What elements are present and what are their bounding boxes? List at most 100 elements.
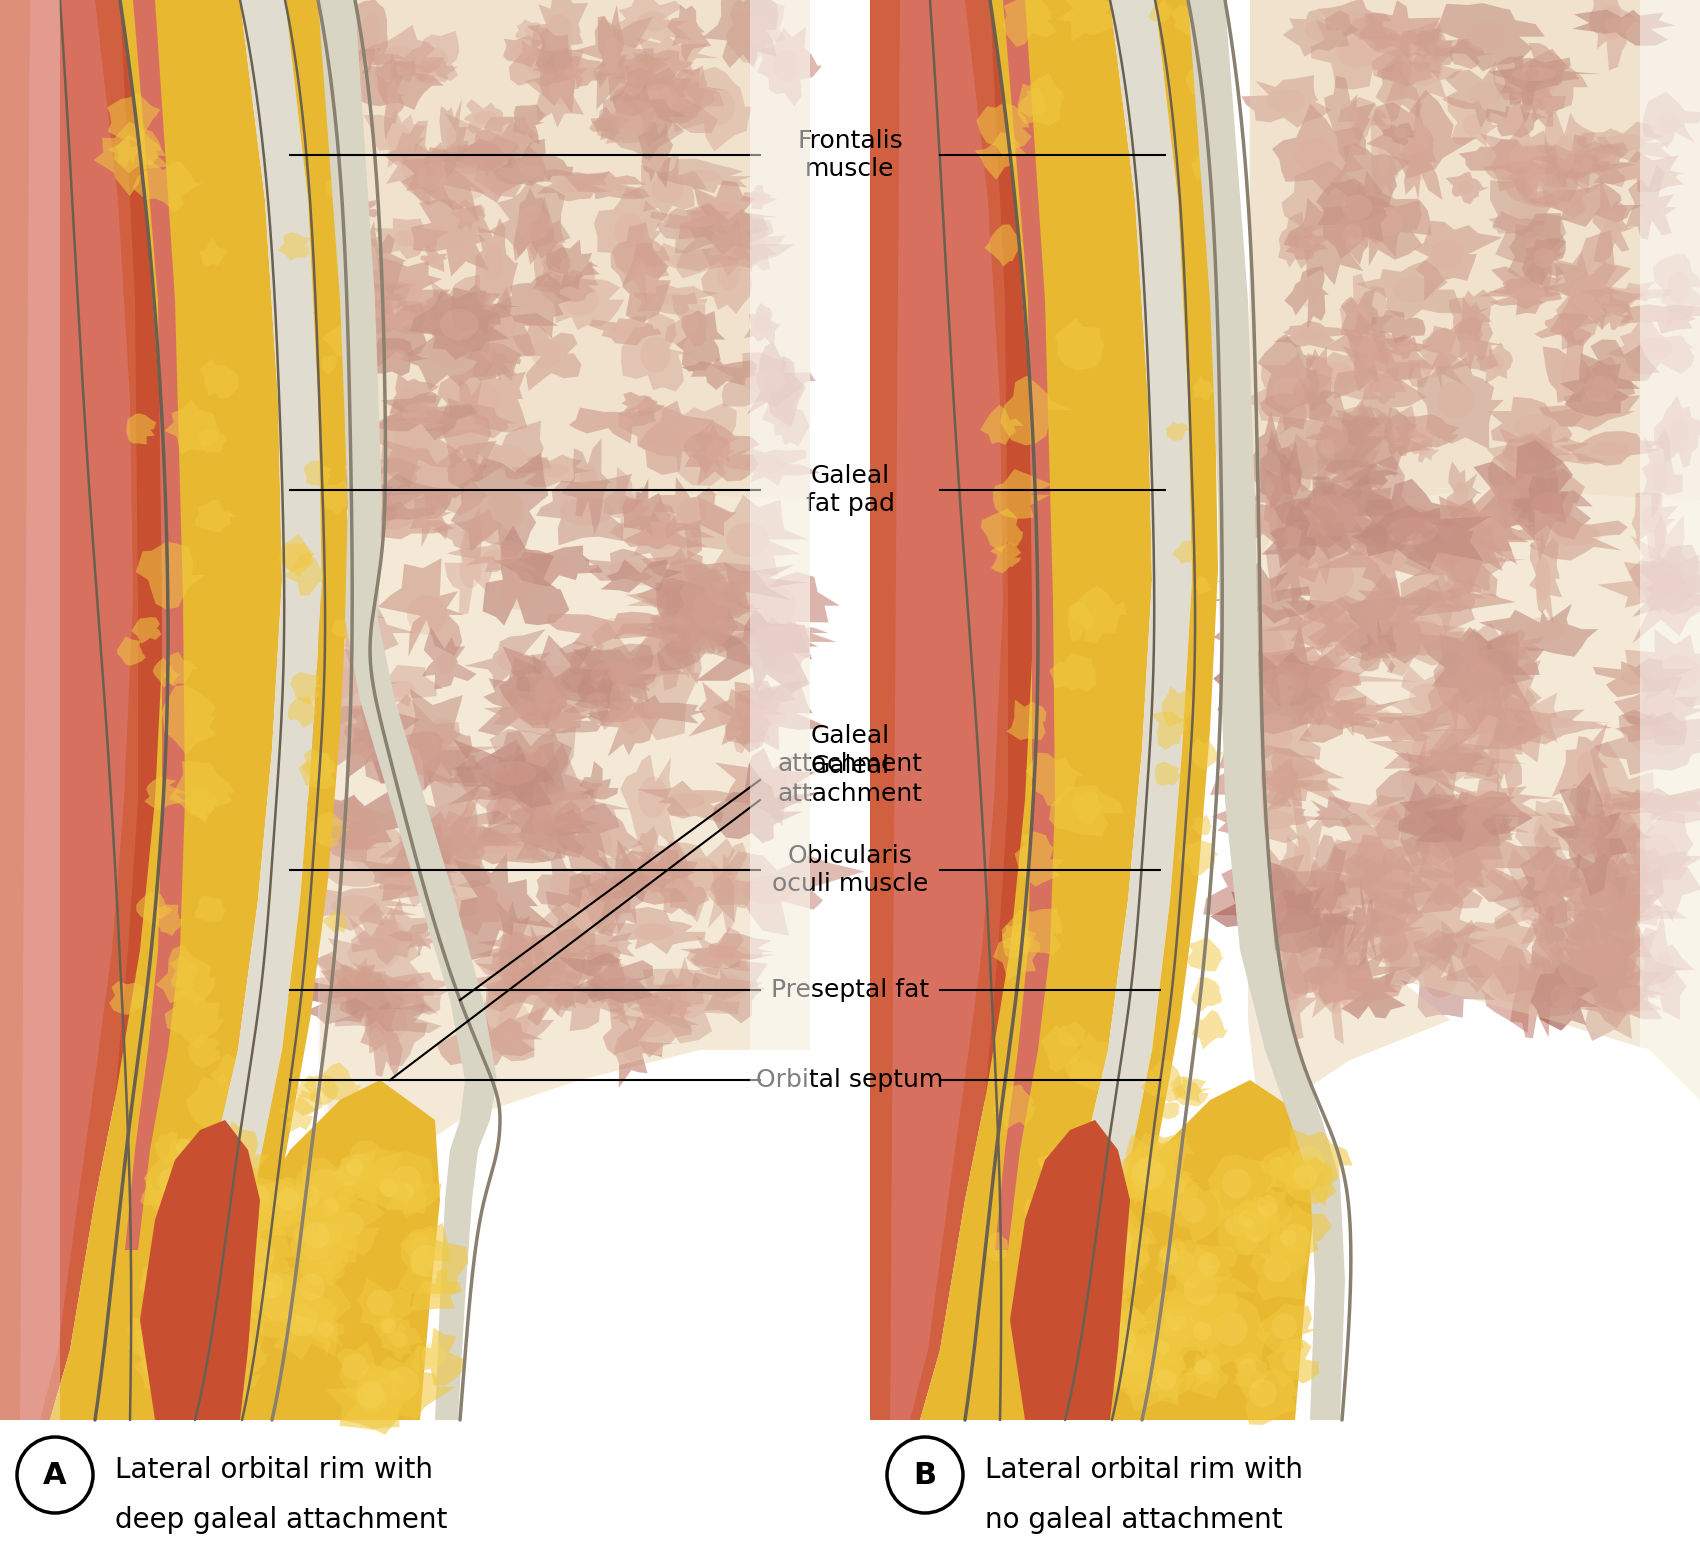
Polygon shape [163,652,197,687]
Polygon shape [620,67,724,146]
Polygon shape [1346,878,1382,970]
Polygon shape [1382,123,1416,146]
Polygon shape [386,729,440,764]
Polygon shape [218,1303,246,1333]
Polygon shape [1545,973,1562,992]
Polygon shape [156,945,216,1004]
Polygon shape [207,1365,262,1411]
Polygon shape [566,895,604,934]
Polygon shape [231,1208,252,1230]
Polygon shape [1239,1359,1256,1376]
Polygon shape [1307,508,1329,547]
Polygon shape [248,1177,320,1244]
Polygon shape [1374,912,1404,942]
Polygon shape [464,100,517,134]
Polygon shape [1170,1076,1210,1104]
Polygon shape [1603,360,1635,386]
Polygon shape [459,951,566,1012]
Polygon shape [1280,880,1382,926]
Polygon shape [364,986,379,1014]
Polygon shape [1651,543,1676,582]
Polygon shape [1156,1370,1176,1390]
Polygon shape [126,414,156,445]
Polygon shape [1068,585,1127,643]
Polygon shape [282,1168,337,1228]
Polygon shape [1406,930,1496,1018]
Polygon shape [638,403,740,486]
Polygon shape [1304,346,1333,411]
Polygon shape [622,503,705,550]
Polygon shape [1307,220,1340,255]
Polygon shape [354,1009,401,1026]
Polygon shape [481,726,604,849]
Polygon shape [430,336,469,369]
Polygon shape [134,1342,199,1412]
Polygon shape [423,274,502,347]
Polygon shape [1193,1322,1212,1341]
Polygon shape [450,199,484,230]
Polygon shape [670,872,692,902]
Polygon shape [1290,654,1343,693]
Polygon shape [675,218,704,240]
Polygon shape [602,1007,678,1088]
Polygon shape [1608,789,1700,824]
Polygon shape [1504,221,1528,230]
Polygon shape [320,1191,360,1233]
Polygon shape [620,701,643,735]
Polygon shape [1324,76,1375,162]
Polygon shape [321,45,405,75]
Polygon shape [552,641,688,704]
Polygon shape [1261,506,1316,568]
Polygon shape [1263,596,1370,652]
Polygon shape [683,420,760,486]
Polygon shape [1467,645,1515,680]
Polygon shape [1321,807,1341,821]
Polygon shape [1268,638,1420,736]
Polygon shape [1454,508,1504,542]
Polygon shape [348,828,389,872]
Polygon shape [1042,1218,1059,1233]
Polygon shape [1459,47,1474,61]
Polygon shape [1532,905,1569,976]
Polygon shape [1119,1348,1142,1372]
Polygon shape [348,937,400,970]
Polygon shape [1232,1199,1277,1238]
Polygon shape [1192,814,1212,835]
Polygon shape [534,556,573,575]
Polygon shape [1032,1358,1085,1409]
Polygon shape [1399,794,1525,847]
Polygon shape [636,36,719,86]
Polygon shape [512,44,536,58]
Polygon shape [688,607,707,629]
Polygon shape [661,984,709,1018]
Polygon shape [644,520,678,537]
Polygon shape [376,1014,391,1053]
Polygon shape [632,400,649,411]
Polygon shape [592,962,632,989]
Polygon shape [743,369,787,394]
Polygon shape [303,1074,340,1105]
Polygon shape [155,1132,182,1166]
Polygon shape [683,562,809,610]
Polygon shape [1652,458,1668,492]
Polygon shape [740,185,777,210]
Polygon shape [313,531,348,565]
Polygon shape [1248,0,1700,1130]
Polygon shape [1571,814,1606,831]
Polygon shape [1243,873,1294,909]
Polygon shape [515,206,549,241]
Polygon shape [1452,696,1504,735]
Polygon shape [1447,97,1501,148]
Polygon shape [1515,414,1557,439]
Polygon shape [496,902,536,987]
Polygon shape [495,780,512,807]
Polygon shape [717,252,741,290]
Polygon shape [641,526,682,550]
Polygon shape [1613,895,1637,936]
Polygon shape [1214,645,1345,735]
Polygon shape [1103,1323,1136,1358]
Polygon shape [473,131,517,157]
Polygon shape [107,93,160,145]
Polygon shape [1367,599,1465,676]
Polygon shape [549,872,575,895]
